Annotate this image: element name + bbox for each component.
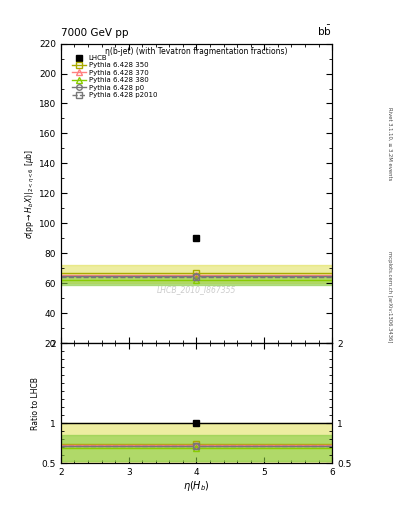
X-axis label: $\eta(H_b)$: $\eta(H_b)$ xyxy=(183,479,210,493)
Y-axis label: $\sigma(\mathrm{pp}{\to}H_b X)|_{2{<}\eta{<}6}\ [\mu\mathrm{b}]$: $\sigma(\mathrm{pp}{\to}H_b X)|_{2{<}\et… xyxy=(24,148,37,239)
Text: b$\mathdefault{\bar{b}}$: b$\mathdefault{\bar{b}}$ xyxy=(318,24,332,38)
Bar xyxy=(61,276,332,285)
Y-axis label: Ratio to LHCB: Ratio to LHCB xyxy=(31,377,40,430)
Legend: LHCB, Pythia 6.428 350, Pythia 6.428 370, Pythia 6.428 380, Pythia 6.428 p0, Pyt: LHCB, Pythia 6.428 350, Pythia 6.428 370… xyxy=(70,53,159,100)
Text: 7000 GeV pp: 7000 GeV pp xyxy=(61,28,129,38)
Bar xyxy=(61,435,332,461)
Bar xyxy=(61,265,332,284)
Text: LHCB_2010_I867355: LHCB_2010_I867355 xyxy=(157,285,236,294)
Bar xyxy=(61,423,332,465)
Text: Rivet 3.1.10, ≥ 3.2M events: Rivet 3.1.10, ≥ 3.2M events xyxy=(387,106,392,180)
Text: η(b-jet) (with Tevatron fragmentation fractions): η(b-jet) (with Tevatron fragmentation fr… xyxy=(105,47,288,55)
Text: mcplots.cern.ch [arXiv:1306.3436]: mcplots.cern.ch [arXiv:1306.3436] xyxy=(387,251,392,343)
